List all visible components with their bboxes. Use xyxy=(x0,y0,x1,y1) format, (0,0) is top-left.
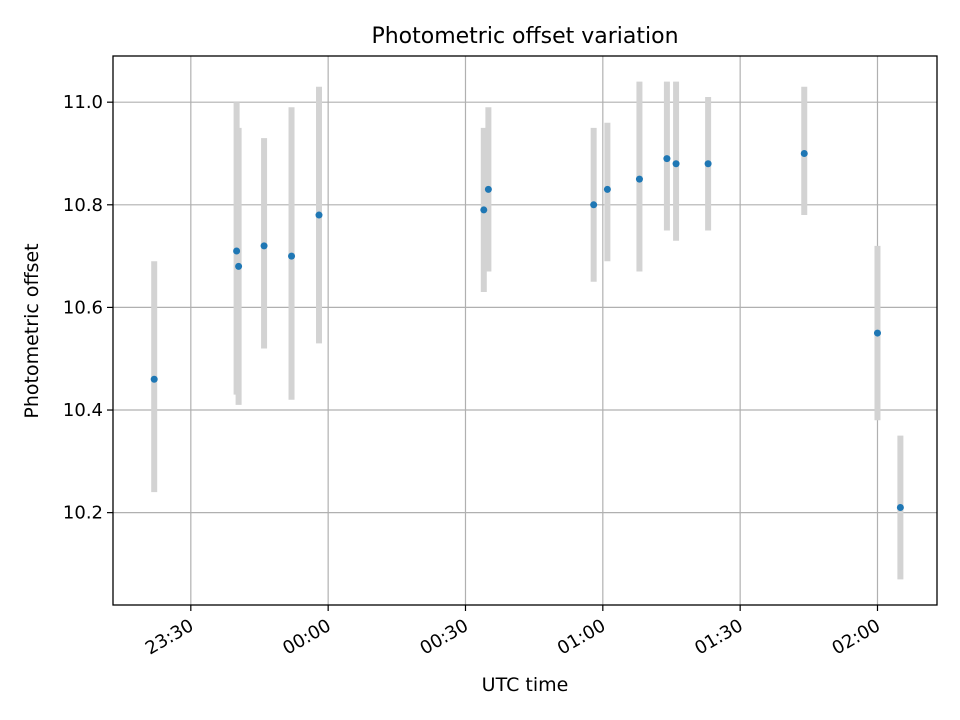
error-bars xyxy=(151,81,904,580)
y-tick-label: 11.0 xyxy=(63,92,103,113)
y-axis-label: Photometric offset xyxy=(21,243,43,418)
x-axis-label: UTC time xyxy=(482,674,569,696)
y-tick-label: 10.6 xyxy=(63,297,103,318)
chart-title: Photometric offset variation xyxy=(371,24,678,49)
data-point xyxy=(896,504,904,512)
y-tick-label: 10.4 xyxy=(63,400,103,421)
data-point xyxy=(663,155,671,163)
x-axis: 23:30 00:00 00:30 01:00 01:30 02:00 xyxy=(142,605,884,659)
data-point xyxy=(484,185,492,193)
x-tick-label: 00:30 xyxy=(417,615,472,659)
x-tick-label: 00:00 xyxy=(279,615,334,659)
x-tick-label: 01:00 xyxy=(554,615,609,659)
y-axis: 10.2 10.4 10.6 10.8 11.0 xyxy=(63,92,113,524)
data-point xyxy=(235,262,243,270)
data-point xyxy=(260,242,268,250)
data-point xyxy=(233,247,241,255)
data-point xyxy=(315,211,323,219)
data-point xyxy=(672,160,680,168)
data-point xyxy=(288,252,296,260)
data-point xyxy=(800,149,808,157)
data-point xyxy=(873,329,881,337)
x-tick-label: 02:00 xyxy=(829,615,884,659)
data-point xyxy=(704,160,712,168)
data-point xyxy=(603,185,611,193)
plot-frame xyxy=(112,55,938,606)
x-tick-label: 23:30 xyxy=(142,615,197,659)
data-point xyxy=(635,175,643,183)
data-point xyxy=(480,206,488,214)
y-tick-label: 10.8 xyxy=(63,195,103,216)
data-points xyxy=(150,149,904,512)
y-tick-label: 10.2 xyxy=(63,503,103,524)
x-tick-label: 01:30 xyxy=(691,615,746,659)
data-point xyxy=(150,375,158,383)
data-point xyxy=(590,201,598,209)
